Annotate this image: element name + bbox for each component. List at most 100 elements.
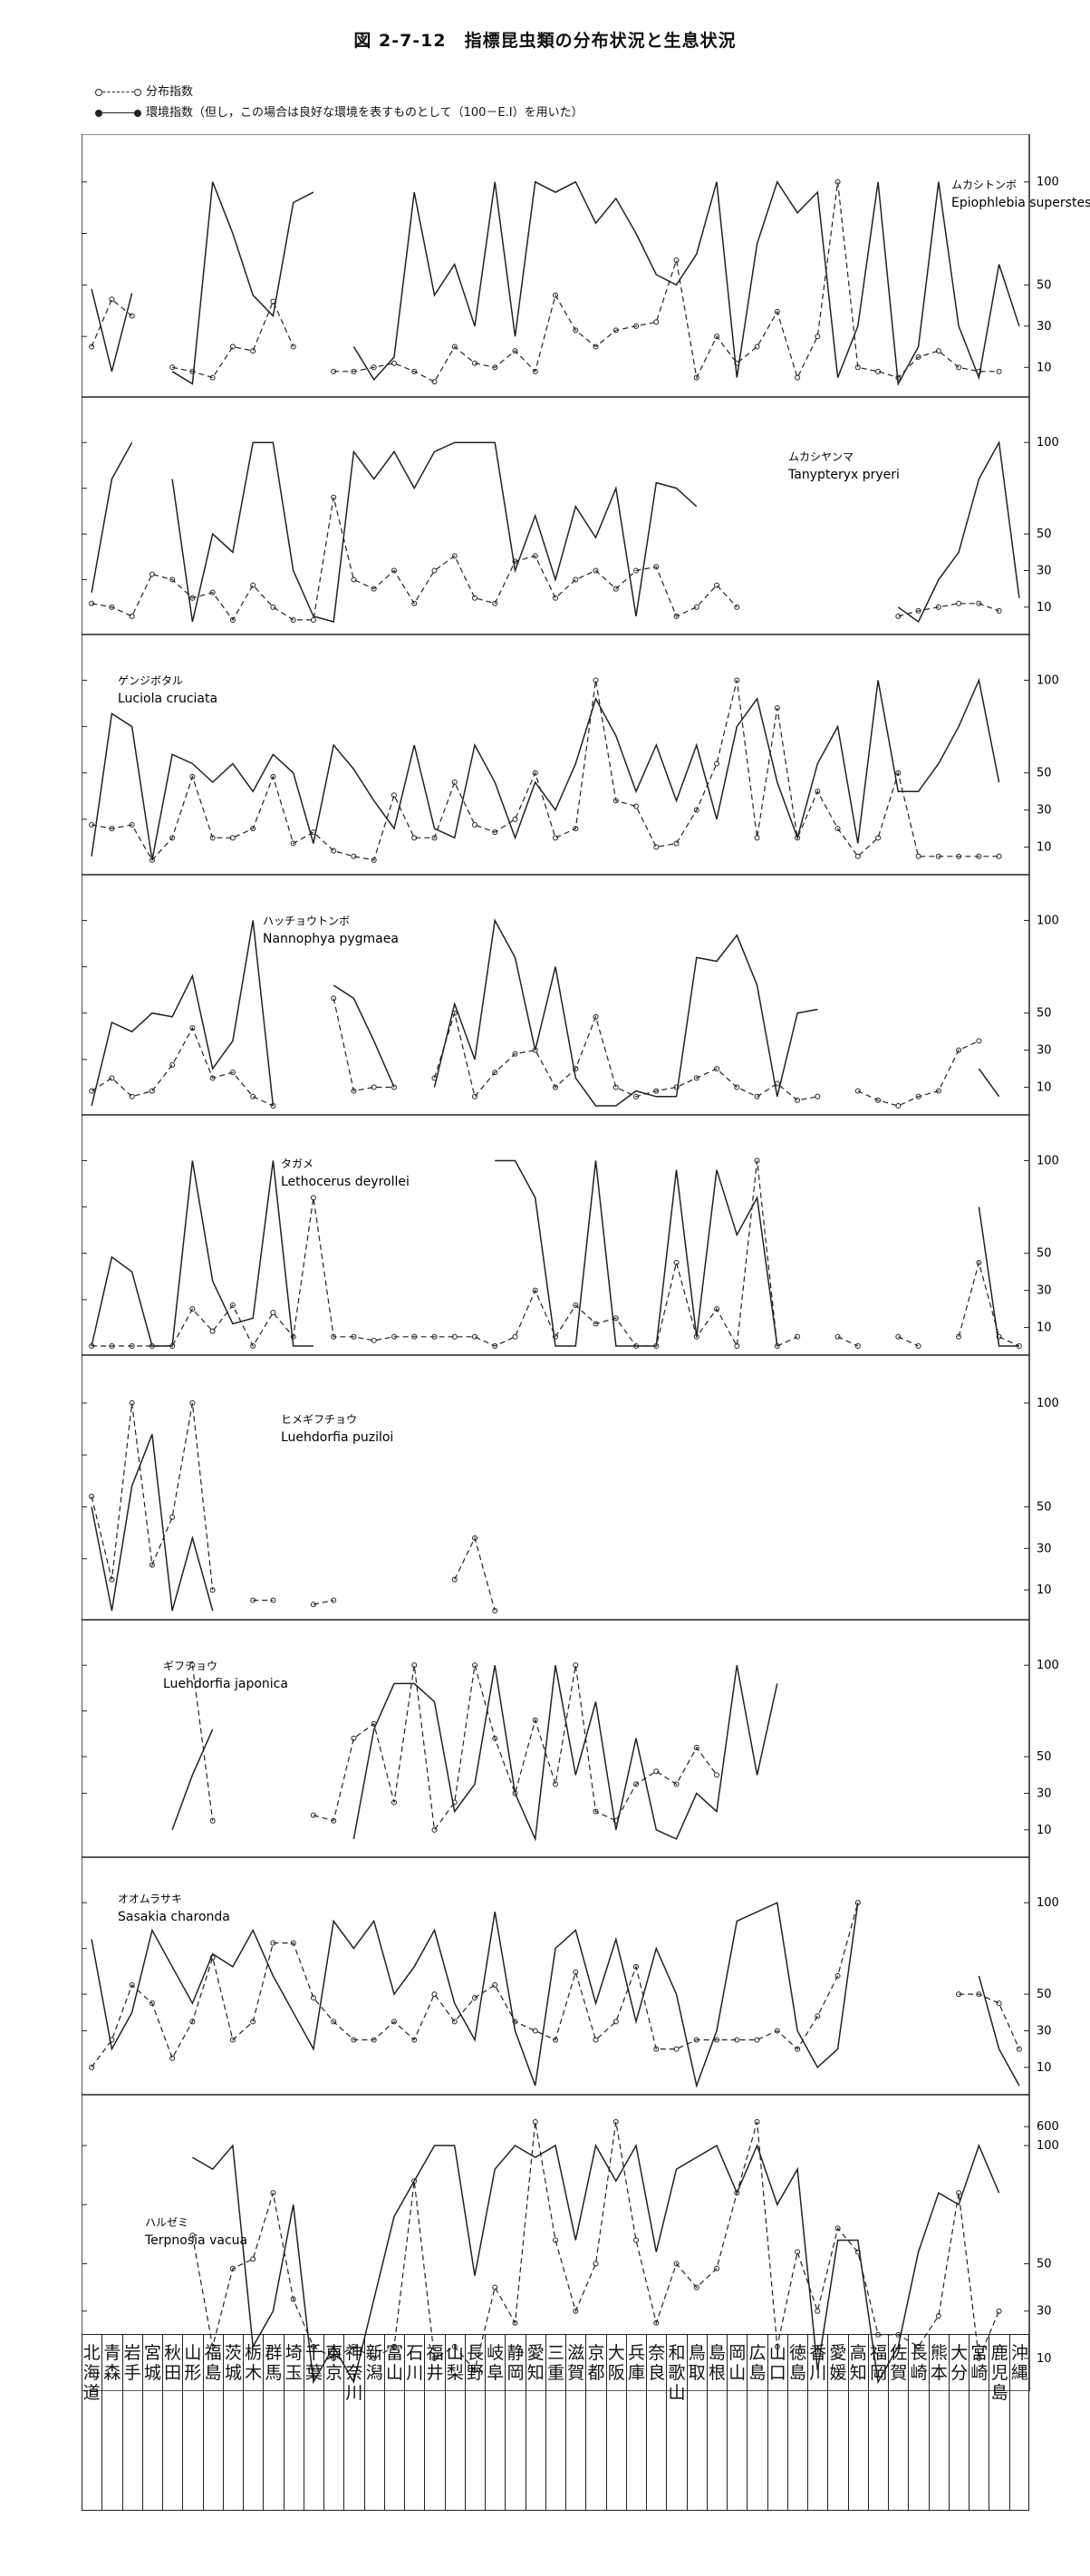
- species-latin-name: Epiophlebia superstes: [951, 196, 1090, 210]
- right-tick-label: 10: [1037, 1081, 1052, 1095]
- distribution-point: [431, 567, 438, 574]
- distribution-point: [351, 576, 357, 583]
- right-tick-label: 10: [1037, 841, 1052, 855]
- prefecture-label: 福島: [202, 2334, 223, 2511]
- habitat-series: [91, 678, 1000, 861]
- right-tick-label: 100: [1037, 436, 1059, 450]
- prefecture-label: 埼玉: [283, 2334, 304, 2511]
- species-latin-name: Nannophya pygmaea: [263, 932, 399, 946]
- prefecture-label: 宮城: [141, 2334, 162, 2511]
- distribution-line: [313, 1599, 334, 1605]
- habitat-line: [352, 1665, 778, 1842]
- distribution-line: [454, 1536, 496, 1612]
- right-tick-label: 10: [1037, 2061, 1052, 2075]
- prefecture-label: 青森: [101, 2334, 121, 2511]
- right-tick-label: 10: [1037, 601, 1052, 615]
- prefecture-label: 福井: [424, 2334, 444, 2511]
- distribution-point: [895, 1103, 902, 1109]
- distribution-point: [471, 595, 477, 601]
- species-japanese-name: ハルゼミ: [145, 2216, 188, 2229]
- distribution-line: [171, 299, 294, 379]
- prefecture-label: 沖縄: [1008, 2334, 1029, 2511]
- distribution-point: [553, 2237, 558, 2243]
- chart-panel-7: 100755030100503010ギフチョウLuehdorfia japoni…: [52, 1620, 1059, 1858]
- distribution-series: [89, 995, 982, 1109]
- prefecture-label: 石川: [404, 2334, 424, 2511]
- right-tick-label: 100: [1037, 673, 1059, 687]
- distribution-line: [837, 1336, 859, 1347]
- chart-panel-8: 100755030100503010オオムラサキSasakia charonda: [52, 1857, 1059, 2096]
- legend-distribution: 分布指数: [95, 82, 584, 102]
- prefecture-label: 鳥取: [686, 2334, 707, 2511]
- right-tick-label: 50: [1037, 1988, 1052, 2001]
- chart-panel-6: 100755025100503010ヒメギフチョウLuehdorfia puzi…: [52, 1355, 1059, 1621]
- prefecture-label: 高知: [847, 2334, 868, 2511]
- prefecture-label: 岩手: [121, 2334, 142, 2511]
- prefecture-label: 新潟: [363, 2334, 384, 2511]
- distribution-point: [209, 374, 216, 381]
- prefecture-label: 北海道: [82, 2343, 101, 2403]
- species-latin-name: Luehdorfia puziloi: [281, 1430, 393, 1445]
- distribution-point: [795, 2249, 801, 2255]
- distribution-point: [492, 2284, 498, 2290]
- prefecture-label: 山梨: [444, 2334, 465, 2511]
- right-tick-label: 30: [1037, 320, 1052, 334]
- right-tick-label: 30: [1037, 1787, 1052, 1800]
- distribution-series: [89, 1900, 1022, 2070]
- distribution-series: [89, 1157, 1022, 1349]
- distribution-line: [433, 1011, 818, 1101]
- distribution-point: [633, 2237, 640, 2243]
- prefecture-label: 栃木: [243, 2334, 263, 2511]
- right-tick-label: 100: [1037, 1397, 1059, 1410]
- right-tick-label: 100: [1037, 1154, 1059, 1167]
- distribution-point: [613, 1084, 619, 1090]
- chart-panel-2: 100755025100503010ムカシヤンマTanypteryx pryer…: [52, 397, 1059, 635]
- right-tick-label: 30: [1037, 1284, 1052, 1298]
- habitat-line: [978, 1975, 1020, 2087]
- right-tick-label: 10: [1037, 1824, 1052, 1837]
- habitat-line: [978, 1068, 1000, 1098]
- distribution-line: [958, 1260, 1020, 1347]
- distribution-point: [532, 2028, 538, 2034]
- distribution-point: [854, 1343, 861, 1349]
- right-tick-label: 50: [1037, 1500, 1052, 1514]
- prefecture-label: 茨城: [222, 2334, 243, 2511]
- prefecture-label: 鹿児島: [989, 2334, 1008, 2511]
- distribution-point: [754, 835, 760, 841]
- chart-panel-3: 100755025100503010ゲンジボタルLuciola cruciata: [52, 634, 1059, 876]
- habitat-line: [91, 288, 133, 372]
- species-latin-name: Tanypteryx pryeri: [787, 468, 900, 482]
- species-latin-name: Luciola cruciata: [118, 692, 217, 706]
- right-tick-label: 50: [1037, 767, 1052, 780]
- distribution-point: [573, 1969, 579, 1975]
- prefecture-label: 東京: [323, 2334, 343, 2511]
- prefecture-label: 佐賀: [888, 2334, 908, 2511]
- prefecture-label: 兵庫: [625, 2334, 646, 2511]
- distribution-point: [976, 1038, 982, 1044]
- prefecture-label: 千葉: [303, 2334, 323, 2511]
- distribution-point: [815, 2308, 821, 2314]
- species-latin-name: Luehdorfia japonica: [163, 1677, 288, 1691]
- legend-distribution-label: 分布指数: [146, 85, 194, 99]
- prefecture-label: 山口: [767, 2334, 787, 2511]
- distribution-point: [834, 1333, 841, 1340]
- distribution-point: [693, 604, 699, 610]
- distribution-point: [169, 1514, 176, 1520]
- distribution-point: [250, 582, 256, 588]
- right-tick-label: 50: [1037, 528, 1052, 541]
- prefecture-label: 大分: [948, 2334, 969, 2511]
- distribution-point: [673, 1259, 680, 1265]
- habitat-series: [91, 1902, 1020, 2088]
- distribution-point: [593, 2037, 599, 2043]
- habitat-line: [192, 2143, 1000, 2385]
- prefecture-label: 秋田: [162, 2334, 182, 2511]
- prefecture-label: 和歌山: [666, 2334, 686, 2511]
- right-tick-label: 100: [1037, 176, 1059, 189]
- prefecture-label: 奈良: [646, 2334, 666, 2511]
- legend: 分布指数 環境指数（但し，この場合は良好な環境を表すものとして（100－E.I）…: [95, 82, 584, 123]
- distribution-point: [451, 1576, 458, 1583]
- distribution-line: [92, 1160, 798, 1348]
- distribution-point: [553, 835, 558, 841]
- distribution-point: [371, 2355, 377, 2361]
- distribution-series: [89, 677, 1002, 863]
